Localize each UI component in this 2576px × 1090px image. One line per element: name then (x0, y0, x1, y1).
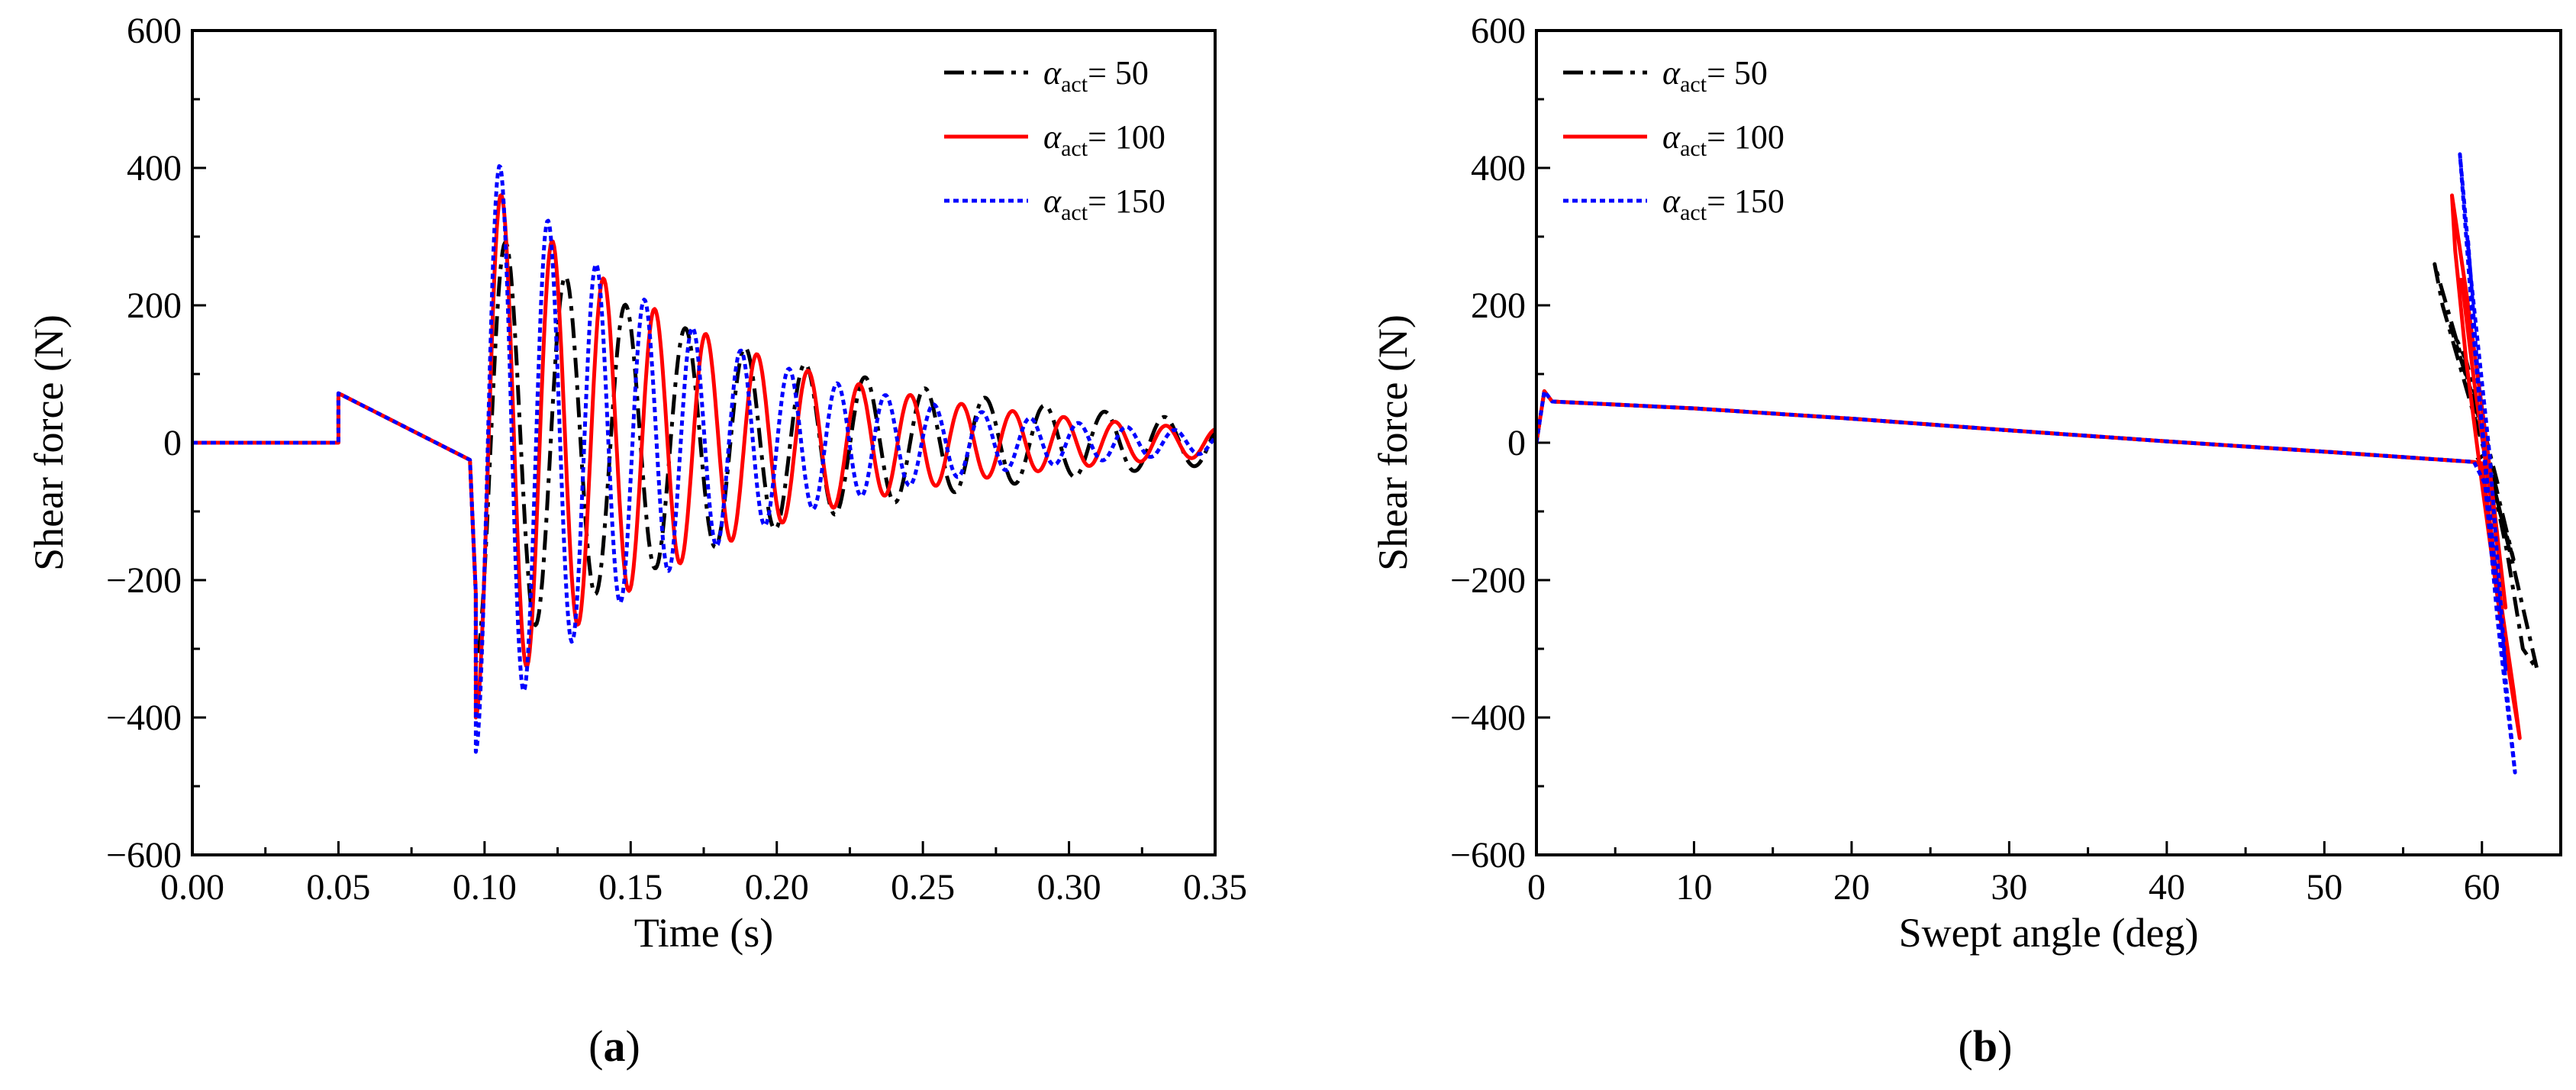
plot-frame (1535, 29, 2562, 856)
legend-subscript: act (1061, 136, 1088, 161)
legend-value: = 150 (1707, 182, 1785, 220)
legend-value: = 50 (1707, 54, 1768, 92)
y-tick-label: −200 (106, 560, 182, 601)
x-tick-label: 0.20 (745, 867, 809, 908)
legend-symbol: α (1662, 118, 1681, 156)
series-line-2 (1536, 193, 2522, 740)
x-tick-label: 0 (1527, 867, 1546, 908)
legend-value: = 100 (1707, 118, 1785, 156)
legend-value: = 150 (1088, 182, 1165, 220)
series-line-2 (192, 193, 1215, 720)
x-tick-label: 0.05 (306, 867, 370, 908)
legend-value: = 100 (1088, 118, 1165, 156)
legend-symbol: α (1662, 182, 1681, 220)
plot-frame (191, 29, 1217, 856)
x-tick-label: 0.30 (1037, 867, 1101, 908)
y-tick-label: 400 (1471, 148, 1526, 189)
y-tick-label: 0 (1507, 423, 1526, 463)
y-tick-label: 600 (127, 11, 182, 51)
y-tick-label: −200 (1450, 560, 1526, 601)
y-axis-title: Shear force (N) (1370, 314, 1416, 571)
x-tick-label: 0.25 (891, 867, 955, 908)
y-tick-label: 600 (1471, 11, 1526, 51)
panel-label: (b) (1959, 1021, 2013, 1071)
series-line-1 (192, 240, 1215, 665)
y-tick-label: 0 (163, 423, 182, 463)
x-tick-label: 0.35 (1183, 867, 1247, 908)
x-tick-label: 20 (1833, 867, 1870, 908)
x-axis-title: Swept angle (deg) (1899, 910, 2199, 956)
legend-symbol: α (1662, 54, 1681, 92)
legend-subscript: act (1680, 72, 1707, 97)
legend-label-2: αact= 100 (1662, 118, 1785, 161)
x-tick-label: 0.10 (453, 867, 517, 908)
y-axis-title: Shear force (N) (26, 314, 72, 571)
x-tick-label: 60 (2464, 867, 2500, 908)
legend-subscript: act (1680, 200, 1707, 225)
panel-label: (a) (588, 1021, 640, 1071)
legend-label-1: αact= 50 (1043, 54, 1149, 97)
x-tick-label: 10 (1675, 867, 1712, 908)
x-tick-label: 0.00 (160, 867, 224, 908)
legend-subscript: act (1061, 200, 1088, 225)
legend-subscript: act (1061, 72, 1088, 97)
legend-symbol: α (1043, 54, 1062, 92)
series-line-3 (1536, 152, 2517, 775)
y-tick-label: 200 (127, 285, 182, 326)
legend-label-2: αact= 100 (1043, 118, 1165, 161)
legend-label-3: αact= 150 (1662, 182, 1785, 225)
series-line-1 (1536, 262, 2539, 672)
legend-label-1: αact= 50 (1662, 54, 1768, 97)
y-tick-label: −400 (1450, 698, 1526, 738)
x-tick-label: 40 (2149, 867, 2185, 908)
x-tick-label: 30 (1991, 867, 2027, 908)
legend-subscript: act (1680, 136, 1707, 161)
series-line-3 (192, 164, 1215, 754)
legend-label-3: αact= 150 (1043, 182, 1165, 225)
x-axis-title: Time (s) (634, 910, 774, 956)
legend-symbol: α (1043, 118, 1062, 156)
y-tick-label: 400 (127, 148, 182, 189)
legend-symbol: α (1043, 182, 1062, 220)
legend-value: = 50 (1088, 54, 1149, 92)
y-tick-label: −400 (106, 698, 182, 738)
y-tick-label: 200 (1471, 285, 1526, 326)
x-tick-label: 0.15 (598, 867, 663, 908)
y-tick-label: −600 (1450, 835, 1526, 876)
y-tick-label: −600 (106, 835, 182, 876)
x-tick-label: 50 (2306, 867, 2342, 908)
